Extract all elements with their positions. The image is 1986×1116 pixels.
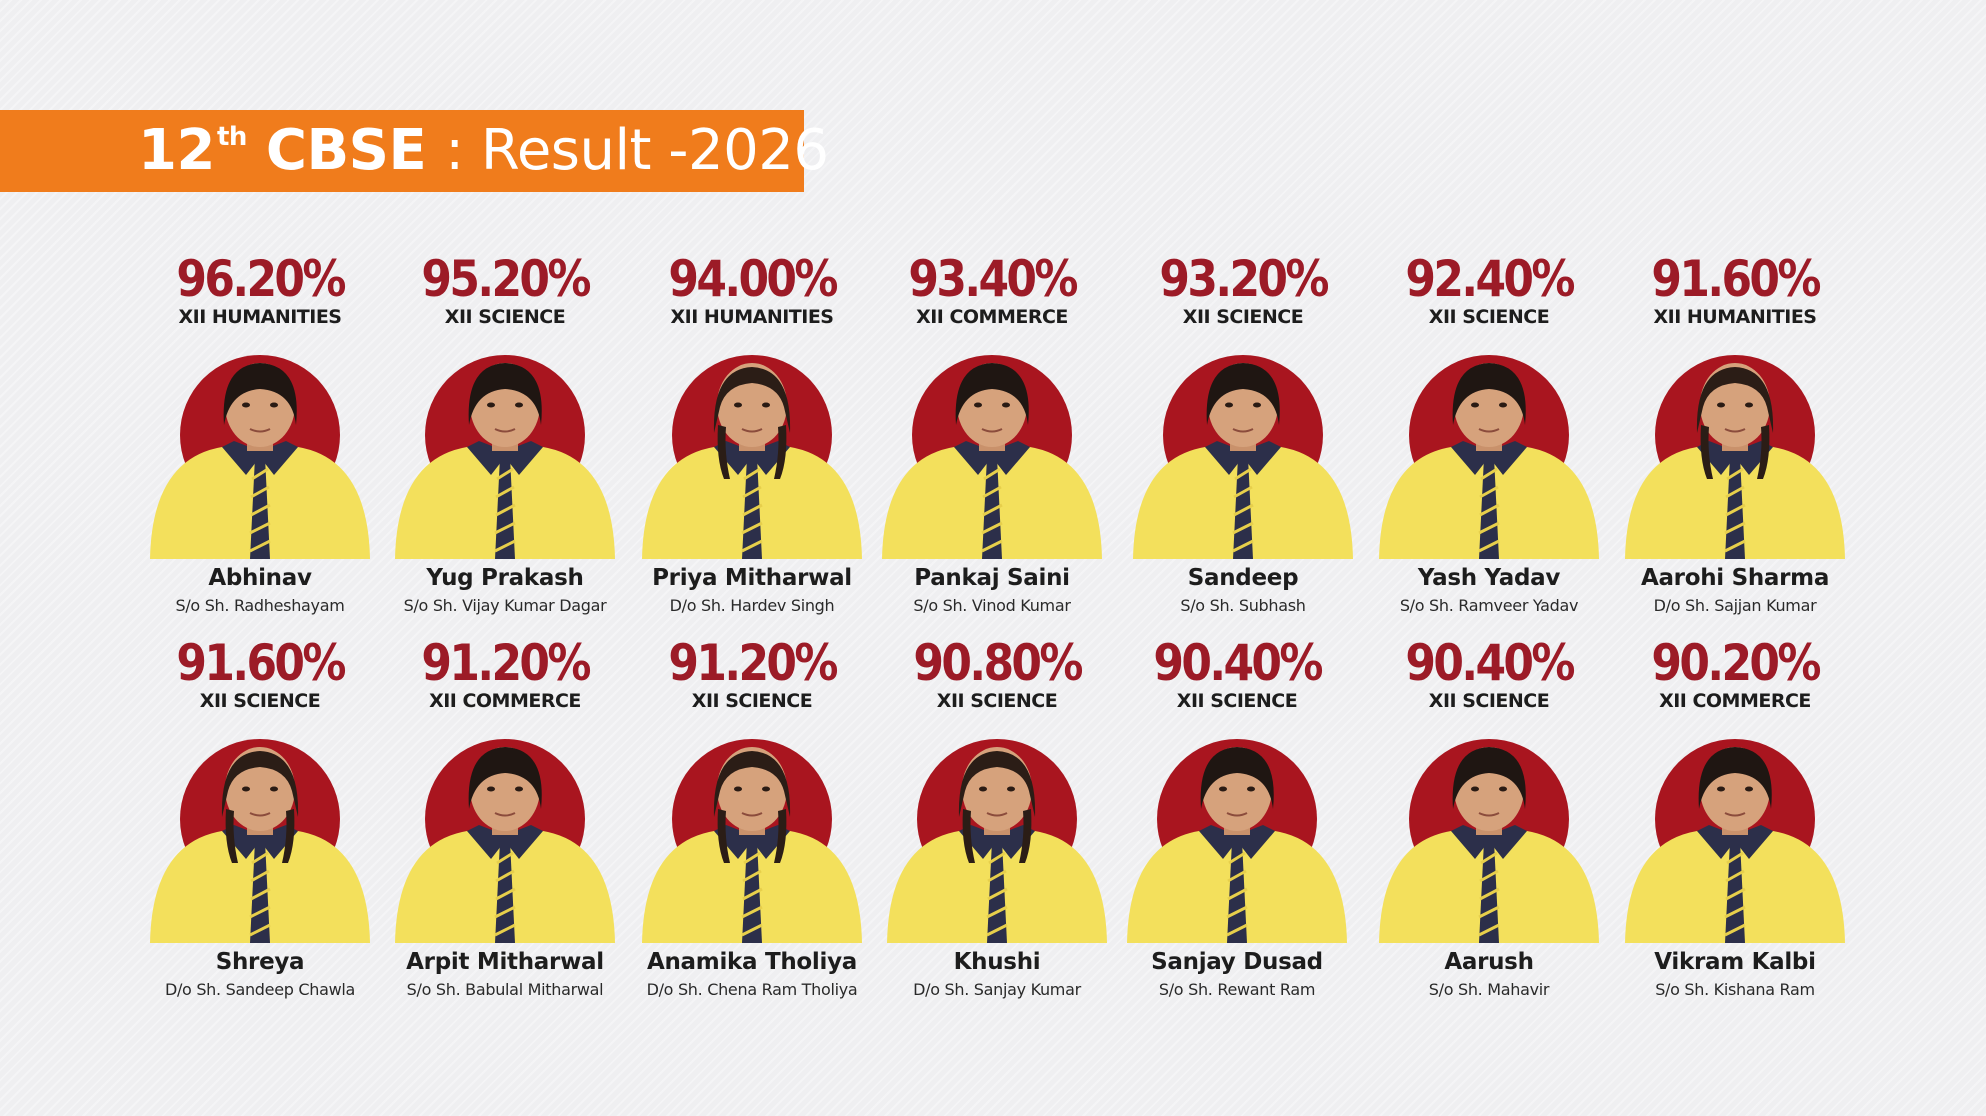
- parent-name: D/o Sh. Chena Ram Tholiya: [646, 980, 858, 999]
- student-photo: [136, 713, 384, 943]
- student-photo: [628, 713, 876, 943]
- student-card: 90.80% XII SCIENCE Khushi D/o Sh. Sanjay…: [873, 638, 1121, 1018]
- page-title: 12th CBSE : Result -2026: [138, 123, 829, 179]
- student-photo: [1611, 713, 1859, 943]
- student-card: 91.60% XII SCIENCE Shreya D/o Sh. Sandee…: [136, 638, 384, 1018]
- stream-label: XII HUMANITIES: [670, 306, 834, 328]
- student-name: Yug Prakash: [426, 565, 584, 591]
- stream-label: XII HUMANITIES: [178, 306, 342, 328]
- student-photo: [136, 329, 384, 559]
- student-card: 96.20% XII HUMANITIES Abhinav S/o Sh. Ra…: [136, 254, 384, 634]
- board-name: CBSE: [265, 118, 427, 183]
- student-name: Sanjay Dusad: [1151, 949, 1323, 975]
- student-photo: [381, 329, 629, 559]
- percentage: 96.20%: [176, 250, 346, 308]
- student-name: Arpit Mitharwal: [406, 949, 604, 975]
- student-photo: [1365, 329, 1613, 559]
- student-name: Abhinav: [208, 565, 312, 591]
- stream-label: XII SCIENCE: [1428, 690, 1550, 712]
- stream-label: XII COMMERCE: [916, 306, 1068, 328]
- stream-label: XII SCIENCE: [936, 690, 1058, 712]
- parent-name: S/o Sh. Vijay Kumar Dagar: [403, 596, 607, 615]
- student-photo: [1365, 713, 1613, 943]
- student-card: 90.40% XII SCIENCE Sanjay Dusad S/o Sh. …: [1113, 638, 1361, 1018]
- student-card: 93.40% XII COMMERCE Pankaj Saini S/o Sh.…: [868, 254, 1116, 634]
- percentage: 91.60%: [176, 634, 346, 692]
- percentage: 94.00%: [668, 250, 838, 308]
- stream-label: XII COMMERCE: [429, 690, 581, 712]
- stream-label: XII COMMERCE: [1659, 690, 1811, 712]
- student-card: 91.20% XII SCIENCE Anamika Tholiya D/o S…: [628, 638, 876, 1018]
- student-card: 93.20% XII SCIENCE Sandeep S/o Sh. Subha…: [1119, 254, 1367, 634]
- student-photo: [868, 329, 1116, 559]
- stream-label: XII SCIENCE: [1176, 690, 1298, 712]
- student-name: Priya Mitharwal: [652, 565, 852, 591]
- student-name: Aarush: [1444, 949, 1534, 975]
- student-card: 90.20% XII COMMERCE Vikram Kalbi S/o Sh.…: [1611, 638, 1859, 1018]
- parent-name: S/o Sh. Vinod Kumar: [913, 596, 1071, 615]
- student-card: 91.20% XII COMMERCE Arpit Mitharwal S/o …: [381, 638, 629, 1018]
- parent-name: D/o Sh. Hardev Singh: [669, 596, 835, 615]
- student-photo: [1611, 329, 1859, 559]
- percentage: 90.20%: [1651, 634, 1821, 692]
- student-name: Sandeep: [1187, 565, 1299, 591]
- parent-name: D/o Sh. Sanjay Kumar: [913, 980, 1081, 999]
- stream-label: XII HUMANITIES: [1653, 306, 1817, 328]
- student-name: Vikram Kalbi: [1654, 949, 1816, 975]
- percentage: 90.40%: [1153, 634, 1323, 692]
- stream-label: XII SCIENCE: [691, 690, 813, 712]
- student-photo: [873, 713, 1121, 943]
- parent-name: S/o Sh. Kishana Ram: [1655, 980, 1815, 999]
- stream-label: XII SCIENCE: [444, 306, 566, 328]
- percentage: 91.60%: [1651, 250, 1821, 308]
- grade-suffix: th: [216, 122, 247, 152]
- student-name: Yash Yadav: [1417, 565, 1561, 591]
- result-label: : Result -2026: [445, 118, 829, 183]
- parent-name: D/o Sh. Sandeep Chawla: [164, 980, 356, 999]
- percentage: 93.20%: [1159, 250, 1329, 308]
- percentage: 91.20%: [421, 634, 591, 692]
- stream-label: XII SCIENCE: [199, 690, 321, 712]
- percentage: 93.40%: [908, 250, 1078, 308]
- parent-name: S/o Sh. Rewant Ram: [1158, 980, 1316, 999]
- parent-name: S/o Sh. Babulal Mitharwal: [406, 980, 604, 999]
- student-photo: [381, 713, 629, 943]
- percentage: 90.40%: [1405, 634, 1575, 692]
- student-photo: [628, 329, 876, 559]
- student-name: Aarohi Sharma: [1640, 565, 1830, 591]
- stream-label: XII SCIENCE: [1428, 306, 1550, 328]
- parent-name: S/o Sh. Ramveer Yadav: [1399, 596, 1579, 615]
- student-card: 95.20% XII SCIENCE Yug Prakash S/o Sh. V…: [381, 254, 629, 634]
- student-name: Pankaj Saini: [914, 565, 1070, 591]
- student-photo: [1113, 713, 1361, 943]
- percentage: 92.40%: [1405, 250, 1575, 308]
- student-card: 94.00% XII HUMANITIES Priya Mitharwal D/…: [628, 254, 876, 634]
- grade-number: 12: [138, 118, 215, 183]
- student-name: Khushi: [953, 949, 1041, 975]
- student-photo: [1119, 329, 1367, 559]
- parent-name: S/o Sh. Subhash: [1180, 596, 1306, 615]
- student-card: 90.40% XII SCIENCE Aarush S/o Sh. Mahavi…: [1365, 638, 1613, 1018]
- title-banner: 12th CBSE : Result -2026: [0, 110, 829, 192]
- parent-name: S/o Sh. Radheshayam: [175, 596, 345, 615]
- student-name: Shreya: [215, 949, 305, 975]
- parent-name: D/o Sh. Sajjan Kumar: [1653, 596, 1817, 615]
- stream-label: XII SCIENCE: [1182, 306, 1304, 328]
- student-card: 91.60% XII HUMANITIES Aarohi Sharma D/o …: [1611, 254, 1859, 634]
- parent-name: S/o Sh. Mahavir: [1428, 980, 1550, 999]
- percentage: 91.20%: [668, 634, 838, 692]
- percentage: 90.80%: [913, 634, 1083, 692]
- student-name: Anamika Tholiya: [646, 949, 857, 975]
- percentage: 95.20%: [421, 250, 591, 308]
- student-card: 92.40% XII SCIENCE Yash Yadav S/o Sh. Ra…: [1365, 254, 1613, 634]
